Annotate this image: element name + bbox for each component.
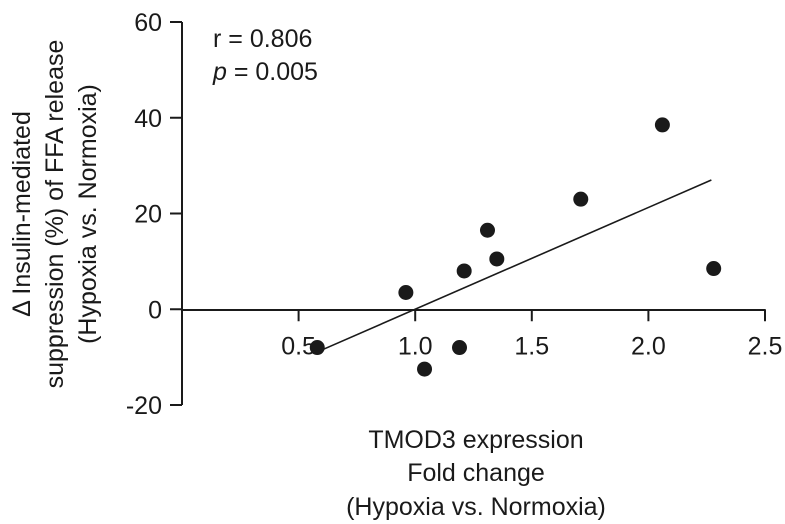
regression-line-group xyxy=(321,179,712,351)
x-tick-label: 2.0 xyxy=(631,332,666,360)
data-point-9 xyxy=(654,117,670,133)
regression-line xyxy=(321,179,712,351)
x-tick-label: 1.0 xyxy=(398,332,433,360)
data-point-4 xyxy=(452,340,468,356)
x-axis-title-line-3: (Hypoxia vs. Normoxia) xyxy=(346,493,606,521)
correlation-annotation: r = 0.806 p = 0.005 xyxy=(212,25,318,86)
y-tick-label: 40 xyxy=(134,105,162,133)
x-tick-label: 2.5 xyxy=(748,332,783,360)
y-axis-title-line-2: suppression (%) of FFA release xyxy=(41,40,69,389)
p-annotation: p = 0.005 xyxy=(212,58,318,86)
data-point-3 xyxy=(417,361,433,377)
r-annotation: r = 0.806 xyxy=(213,25,312,53)
data-point-1 xyxy=(309,340,325,356)
y-ticks: -20 0 20 40 60 xyxy=(126,9,182,420)
data-point-8 xyxy=(573,191,589,207)
x-axis-title-line-2: Fold change xyxy=(407,459,545,487)
x-axis-title: TMOD3 expression Fold change (Hypoxia vs… xyxy=(346,426,606,521)
y-axis-title-line-1: Δ Insulin-mediated xyxy=(8,111,36,317)
data-points xyxy=(309,117,722,377)
x-axis-title-line-1: TMOD3 expression xyxy=(368,426,583,454)
y-tick-label: 60 xyxy=(134,9,162,37)
y-axis-title: Δ Insulin-mediated suppression (%) of FF… xyxy=(8,40,102,389)
y-tick-label: 0 xyxy=(148,296,162,324)
data-point-7 xyxy=(489,251,505,267)
p-value: = 0.005 xyxy=(227,58,318,86)
data-point-5 xyxy=(456,263,472,279)
p-symbol: p xyxy=(212,58,227,86)
data-point-10 xyxy=(706,261,722,277)
x-ticks: 0.5 1.0 1.5 2.0 2.5 xyxy=(281,309,782,360)
data-point-6 xyxy=(479,222,495,238)
y-axis-title-line-3: (Hypoxia vs. Normoxia) xyxy=(74,84,102,344)
data-point-2 xyxy=(398,284,414,300)
y-tick-label: 20 xyxy=(134,201,162,229)
y-tick-label: -20 xyxy=(126,392,162,420)
x-tick-label: 1.5 xyxy=(514,332,549,360)
